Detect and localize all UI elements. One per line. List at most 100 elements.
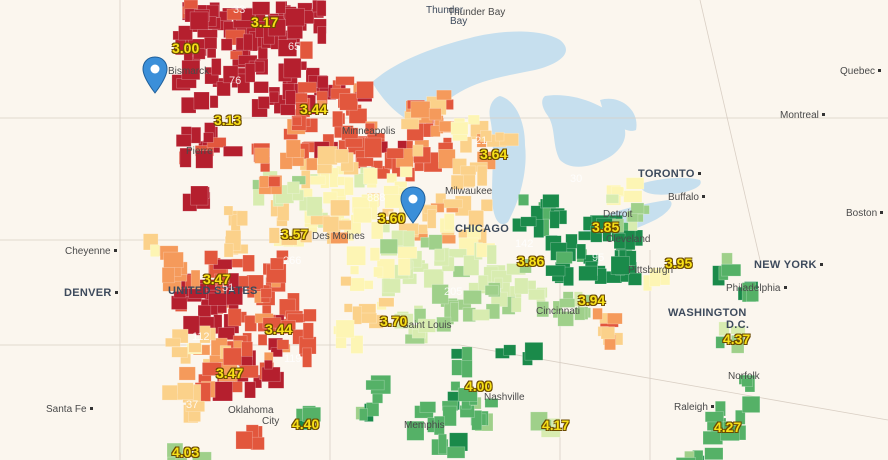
county-cell[interactable]: [264, 359, 273, 370]
county-cell[interactable]: [223, 145, 243, 157]
county-cell[interactable]: [356, 157, 374, 167]
county-cell[interactable]: [511, 297, 522, 313]
county-cell[interactable]: [563, 266, 574, 287]
county-cell[interactable]: [364, 122, 375, 135]
county-cell[interactable]: [406, 420, 425, 441]
county-cell[interactable]: [480, 130, 492, 142]
county-cell[interactable]: [730, 325, 746, 335]
county-cell[interactable]: [494, 132, 505, 142]
county-cell[interactable]: [463, 290, 482, 305]
county-cell[interactable]: [382, 277, 401, 294]
county-cell[interactable]: [439, 234, 456, 244]
county-cell[interactable]: [302, 347, 312, 368]
county-cell[interactable]: [741, 395, 761, 413]
county-cell[interactable]: [386, 147, 404, 159]
county-cell[interactable]: [476, 165, 488, 187]
county-cell[interactable]: [257, 96, 270, 109]
county-cell[interactable]: [434, 248, 445, 262]
county-cell[interactable]: [410, 101, 431, 119]
county-cell[interactable]: [379, 238, 398, 254]
county-cell[interactable]: [721, 263, 742, 277]
county-cell[interactable]: [292, 116, 302, 127]
county-cell[interactable]: [275, 1, 286, 14]
county-cell[interactable]: [356, 81, 374, 99]
county-cell[interactable]: [212, 381, 233, 402]
county-cell[interactable]: [204, 250, 218, 265]
county-cell[interactable]: [471, 410, 483, 431]
county-cell[interactable]: [412, 144, 424, 157]
county-cell[interactable]: [369, 247, 381, 262]
county-cell[interactable]: [519, 258, 532, 274]
county-cell[interactable]: [520, 216, 537, 227]
county-cell[interactable]: [605, 194, 619, 204]
county-cell[interactable]: [285, 90, 296, 105]
county-cell[interactable]: [178, 25, 193, 41]
county-cell[interactable]: [209, 95, 219, 109]
county-cell[interactable]: [430, 125, 441, 137]
county-cell[interactable]: [555, 251, 573, 264]
county-cell[interactable]: [582, 216, 593, 231]
county-cell[interactable]: [270, 257, 284, 270]
county-cell[interactable]: [574, 307, 586, 321]
county-cell[interactable]: [190, 185, 209, 206]
county-cell[interactable]: [378, 297, 395, 307]
county-cell[interactable]: [397, 246, 418, 259]
county-cell[interactable]: [239, 365, 259, 379]
county-cell[interactable]: [741, 377, 753, 387]
county-cell[interactable]: [518, 194, 530, 206]
county-cell[interactable]: [199, 325, 211, 344]
county-cell[interactable]: [317, 146, 338, 166]
county-cell[interactable]: [704, 447, 724, 460]
county-cell[interactable]: [610, 255, 630, 275]
county-cell[interactable]: [335, 76, 355, 86]
county-cell[interactable]: [472, 309, 490, 321]
county-cell[interactable]: [316, 0, 327, 17]
county-cell[interactable]: [236, 210, 248, 227]
county-cell[interactable]: [349, 265, 360, 275]
county-cell[interactable]: [477, 274, 489, 291]
county-cell[interactable]: [443, 213, 455, 231]
county-cell[interactable]: [552, 300, 563, 319]
county-cell[interactable]: [530, 411, 548, 431]
county-cell[interactable]: [305, 157, 318, 171]
county-cell[interactable]: [625, 177, 645, 190]
county-cell[interactable]: [259, 175, 269, 188]
county-cell[interactable]: [557, 311, 574, 327]
county-cell[interactable]: [252, 1, 271, 16]
county-cell[interactable]: [178, 366, 196, 381]
county-cell[interactable]: [206, 137, 227, 148]
county-cell[interactable]: [206, 47, 217, 59]
county-cell[interactable]: [576, 243, 586, 260]
county-cell[interactable]: [545, 264, 566, 277]
county-cell[interactable]: [578, 265, 598, 281]
county-cell[interactable]: [450, 381, 461, 391]
county-cell[interactable]: [344, 176, 354, 196]
county-cell[interactable]: [286, 181, 300, 194]
county-cell[interactable]: [438, 120, 452, 132]
county-cell[interactable]: [300, 230, 313, 243]
county-cell[interactable]: [223, 205, 234, 216]
county-cell[interactable]: [600, 326, 615, 340]
county-cell[interactable]: [165, 337, 181, 348]
county-cell[interactable]: [528, 288, 546, 301]
county-cell[interactable]: [192, 451, 212, 460]
county-cell[interactable]: [533, 219, 545, 238]
county-cell[interactable]: [399, 166, 413, 178]
county-cell[interactable]: [176, 78, 197, 89]
county-cell[interactable]: [190, 269, 201, 290]
county-cell[interactable]: [428, 108, 442, 121]
county-cells[interactable]: [143, 0, 761, 460]
county-cell[interactable]: [450, 302, 459, 322]
county-cell[interactable]: [370, 221, 384, 240]
county-cell[interactable]: [484, 285, 499, 296]
county-cell[interactable]: [181, 59, 201, 80]
county-cell[interactable]: [352, 207, 373, 224]
county-cell[interactable]: [303, 308, 317, 322]
county-cell[interactable]: [316, 100, 327, 114]
county-cell[interactable]: [549, 210, 560, 229]
county-cell[interactable]: [388, 211, 398, 224]
county-cell[interactable]: [364, 137, 382, 158]
county-cell[interactable]: [451, 359, 464, 376]
county-cell[interactable]: [393, 313, 414, 329]
